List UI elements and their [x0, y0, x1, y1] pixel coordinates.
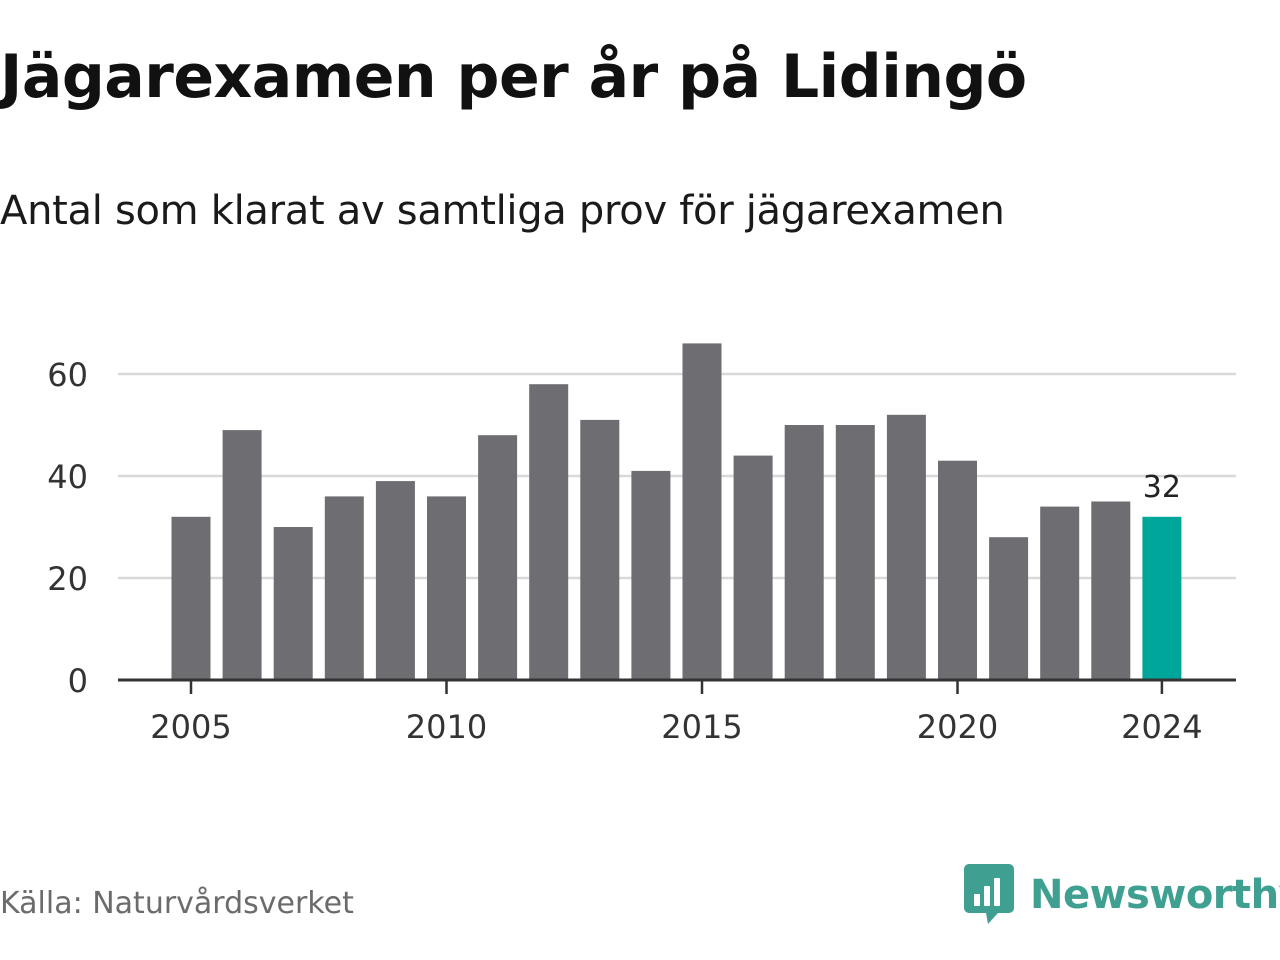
bar-2015 [682, 343, 722, 680]
x-tick-label-2015: 2015 [661, 708, 742, 746]
bar-2023 [1091, 501, 1131, 680]
y-tick-label-60: 60 [47, 356, 88, 394]
bar-2019 [886, 414, 926, 680]
bar-2011 [478, 435, 518, 680]
brand-name: Newsworthy [1030, 872, 1280, 918]
bar-2020 [938, 460, 977, 680]
bar-2017 [784, 425, 824, 680]
y-tick-label-40: 40 [47, 458, 88, 496]
bar-2006 [222, 430, 262, 680]
bar-2008 [324, 496, 364, 680]
chart-title: Jägarexamen per år på Lidingö [0, 42, 1027, 112]
newsworthy-logo-icon [964, 864, 1014, 924]
axes [118, 678, 1236, 694]
brand-logo: Newsworthy [964, 864, 1280, 926]
bar-2012 [529, 384, 569, 680]
bar-2016 [733, 455, 773, 680]
bar-2007 [273, 527, 313, 680]
bar-2014 [631, 470, 671, 680]
y-tick-label-20: 20 [47, 560, 88, 598]
bar-2022 [1040, 506, 1080, 680]
x-tick-label-2024: 2024 [1121, 708, 1202, 746]
bar-chart: 0 20 40 60 2005 2010 2015 2020 2024 32 [47, 343, 1236, 746]
bar-2013 [580, 419, 620, 680]
bar-2018 [835, 425, 875, 680]
bar-2009 [375, 481, 415, 680]
chart-subtitle: Antal som klarat av samtliga prov för jä… [0, 188, 1005, 234]
bar-2021 [989, 537, 1029, 680]
x-tick-label-2005: 2005 [150, 708, 231, 746]
x-tick-label-2010: 2010 [406, 708, 487, 746]
bar-2010 [427, 496, 466, 680]
source-note: Källa: Naturvårdsverket [0, 886, 354, 921]
y-tick-label-0: 0 [68, 662, 88, 700]
bars [171, 343, 1182, 680]
labels: 0 20 40 60 2005 2010 2015 2020 2024 32 [47, 356, 1202, 746]
bar-2024 [1142, 516, 1182, 680]
data-label-2024: 32 [1143, 470, 1181, 505]
x-tick-label-2020: 2020 [917, 708, 998, 746]
bar-2005 [171, 516, 211, 680]
